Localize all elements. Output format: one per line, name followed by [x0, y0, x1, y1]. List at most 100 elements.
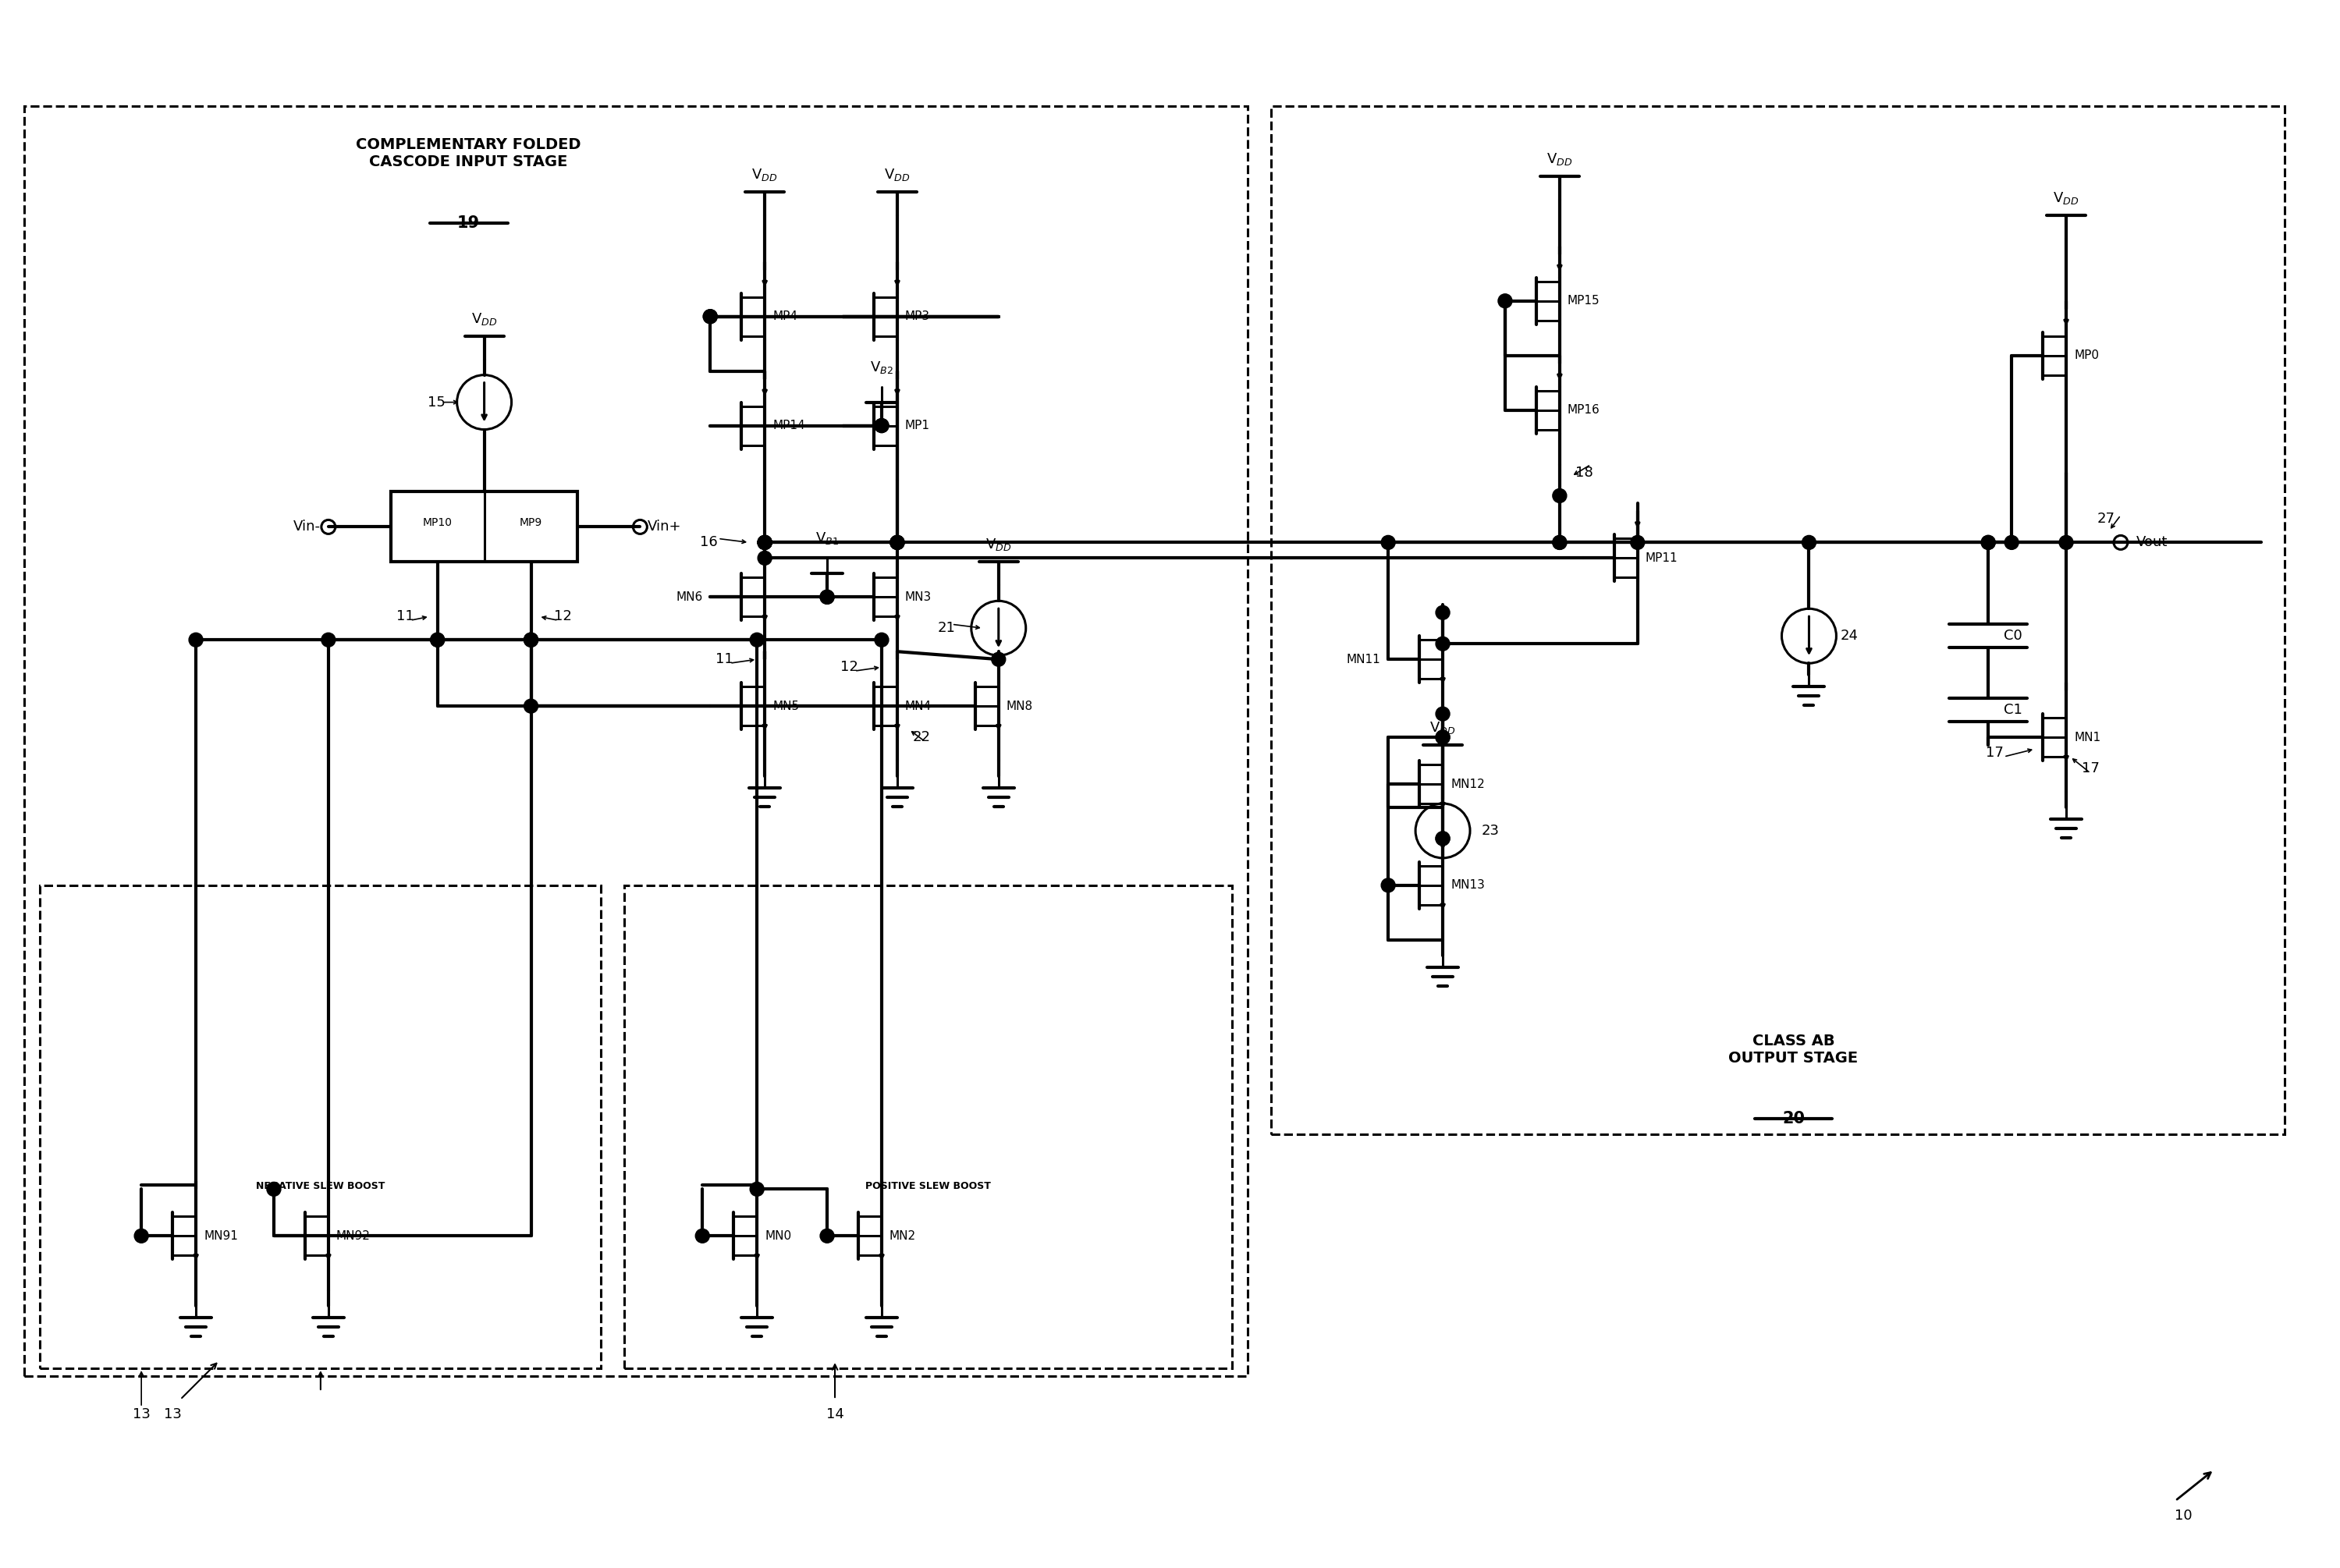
- Text: 16: 16: [700, 535, 718, 549]
- Text: 12: 12: [840, 660, 859, 674]
- Text: MP9: MP9: [519, 517, 543, 528]
- Circle shape: [1982, 535, 1996, 549]
- Circle shape: [749, 1182, 763, 1196]
- Circle shape: [1437, 637, 1451, 651]
- Circle shape: [1631, 535, 1645, 549]
- Circle shape: [889, 535, 903, 549]
- Circle shape: [431, 633, 445, 648]
- Circle shape: [819, 590, 833, 604]
- Circle shape: [695, 1229, 709, 1243]
- Circle shape: [889, 535, 903, 549]
- Text: V$_{DD}$: V$_{DD}$: [470, 310, 496, 326]
- Text: 18: 18: [1575, 466, 1594, 480]
- Text: C1: C1: [2003, 702, 2022, 717]
- Text: MN0: MN0: [765, 1229, 791, 1242]
- Text: 23: 23: [1481, 823, 1500, 837]
- Text: 11: 11: [716, 652, 735, 666]
- Text: 14: 14: [826, 1408, 845, 1421]
- Circle shape: [1554, 535, 1568, 549]
- Text: Vout: Vout: [2136, 535, 2167, 549]
- Circle shape: [992, 652, 1006, 666]
- Text: MP11: MP11: [1645, 552, 1678, 564]
- Text: V$_{B2}$: V$_{B2}$: [870, 359, 894, 375]
- Text: 17: 17: [1987, 746, 2003, 760]
- Text: 11: 11: [395, 610, 414, 624]
- Circle shape: [875, 633, 889, 648]
- Text: MN3: MN3: [906, 591, 931, 602]
- Text: MP15: MP15: [1568, 295, 1601, 307]
- Circle shape: [2059, 535, 2073, 549]
- Text: 15: 15: [428, 395, 445, 409]
- Text: MP3: MP3: [906, 310, 929, 323]
- Circle shape: [758, 535, 772, 549]
- Text: MP1: MP1: [906, 420, 929, 431]
- Circle shape: [889, 535, 903, 549]
- Text: CLASS AB
OUTPUT STAGE: CLASS AB OUTPUT STAGE: [1729, 1033, 1858, 1065]
- Text: MN4: MN4: [906, 701, 931, 712]
- Circle shape: [704, 309, 718, 323]
- Circle shape: [819, 590, 833, 604]
- Circle shape: [321, 633, 335, 648]
- Text: MP14: MP14: [772, 420, 805, 431]
- Circle shape: [2005, 535, 2019, 549]
- Text: MN5: MN5: [772, 701, 800, 712]
- Circle shape: [431, 633, 445, 648]
- Circle shape: [758, 535, 772, 549]
- Bar: [23, 107, 1247, 1377]
- Circle shape: [758, 550, 772, 564]
- Text: MN12: MN12: [1451, 778, 1484, 790]
- Text: NEGATIVE SLEW BOOST: NEGATIVE SLEW BOOST: [255, 1181, 386, 1192]
- Circle shape: [758, 535, 772, 549]
- Text: POSITIVE SLEW BOOST: POSITIVE SLEW BOOST: [866, 1181, 992, 1192]
- Text: V$_{DD}$: V$_{DD}$: [751, 166, 777, 182]
- Text: V$_{DD}$: V$_{DD}$: [885, 166, 910, 182]
- Text: MN11: MN11: [1346, 654, 1381, 665]
- Text: 17: 17: [2083, 762, 2099, 776]
- Text: 24: 24: [1839, 629, 1858, 643]
- Text: MP0: MP0: [2073, 350, 2099, 361]
- Bar: [1271, 107, 2284, 1135]
- Circle shape: [1982, 535, 1996, 549]
- Text: 27: 27: [2097, 513, 2115, 527]
- Circle shape: [758, 535, 772, 549]
- Circle shape: [704, 309, 718, 323]
- Circle shape: [190, 633, 204, 648]
- Circle shape: [524, 633, 538, 648]
- Text: 22: 22: [913, 731, 931, 745]
- Circle shape: [1498, 293, 1512, 307]
- Text: 21: 21: [938, 621, 955, 635]
- Text: 12: 12: [555, 610, 573, 624]
- Circle shape: [1554, 535, 1568, 549]
- Text: COMPLEMENTARY FOLDED
CASCODE INPUT STAGE: COMPLEMENTARY FOLDED CASCODE INPUT STAGE: [356, 138, 580, 169]
- Text: 13: 13: [164, 1408, 183, 1421]
- Circle shape: [1381, 878, 1395, 892]
- Circle shape: [875, 419, 889, 433]
- Text: MP10: MP10: [424, 517, 452, 528]
- Text: V$_{DD}$: V$_{DD}$: [985, 536, 1011, 552]
- Text: MN6: MN6: [676, 591, 702, 602]
- Text: MN8: MN8: [1006, 701, 1032, 712]
- Text: MN2: MN2: [889, 1229, 915, 1242]
- Circle shape: [524, 699, 538, 713]
- Text: 19: 19: [456, 215, 480, 230]
- Text: MN92: MN92: [337, 1229, 370, 1242]
- Circle shape: [1437, 707, 1451, 721]
- Circle shape: [875, 419, 889, 433]
- Text: V$_{B1}$: V$_{B1}$: [814, 530, 838, 546]
- Text: Vin+: Vin+: [648, 521, 681, 535]
- Circle shape: [1437, 605, 1451, 619]
- Text: MN1: MN1: [2073, 731, 2101, 743]
- Text: V$_{DD}$: V$_{DD}$: [2052, 190, 2080, 205]
- Circle shape: [1437, 831, 1451, 845]
- Circle shape: [1437, 731, 1451, 745]
- Circle shape: [267, 1182, 281, 1196]
- Circle shape: [1381, 535, 1395, 549]
- Circle shape: [133, 1229, 147, 1243]
- Bar: [391, 492, 578, 561]
- Circle shape: [758, 535, 772, 549]
- Circle shape: [1437, 731, 1451, 745]
- Circle shape: [524, 633, 538, 648]
- Circle shape: [1802, 535, 1816, 549]
- Circle shape: [1554, 489, 1568, 503]
- Circle shape: [889, 535, 903, 549]
